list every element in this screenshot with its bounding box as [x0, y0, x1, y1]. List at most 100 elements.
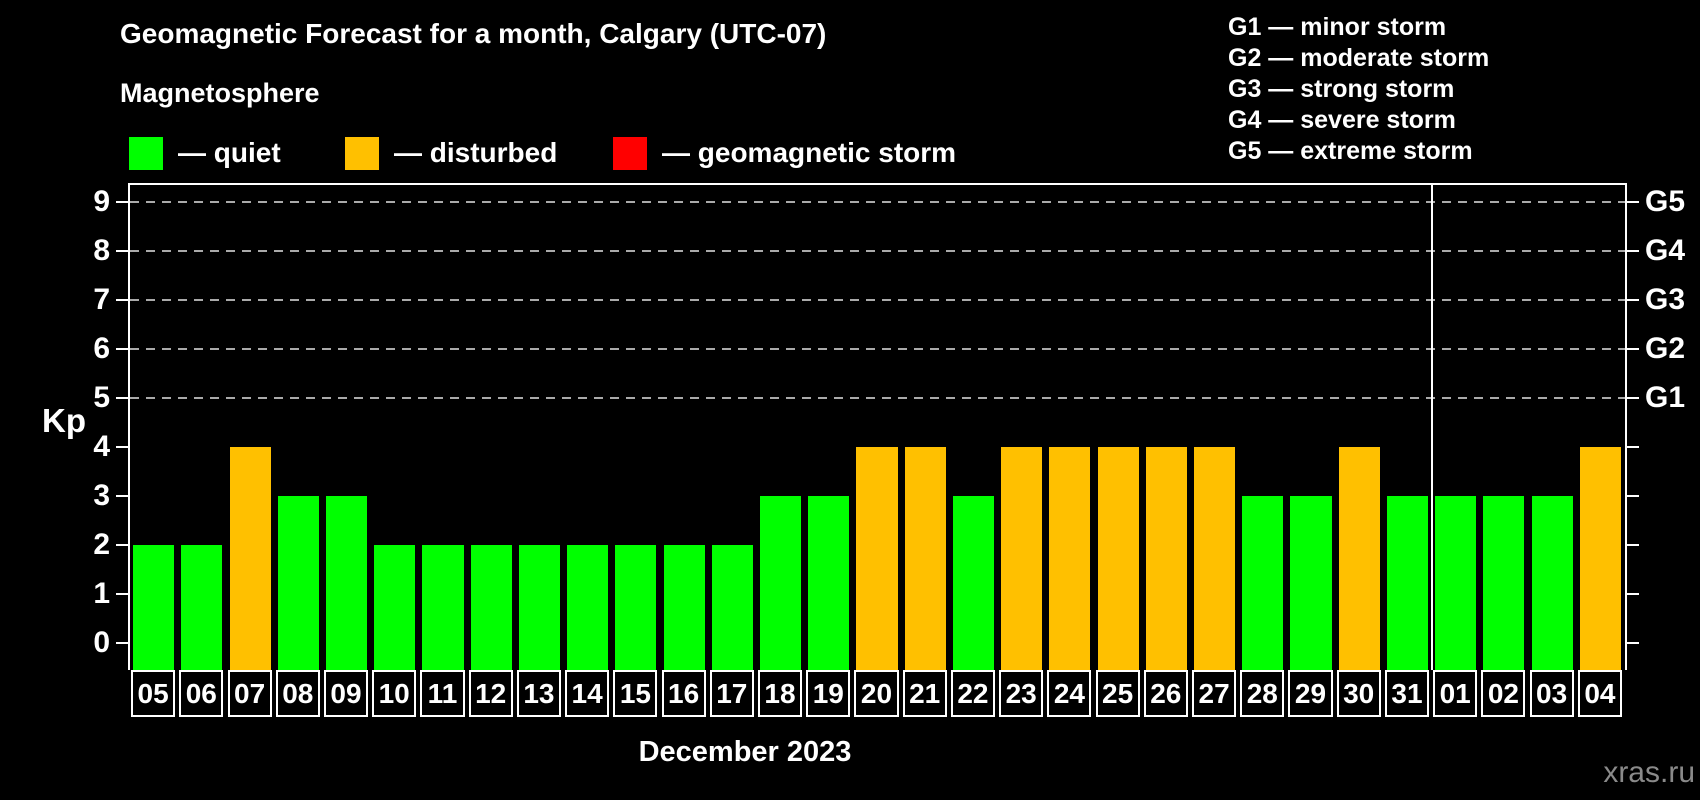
kp-bar [952, 496, 994, 670]
legend-item-storm: — geomagnetic storm [613, 136, 956, 170]
month-caption: December 2023 [638, 736, 852, 768]
date-cell: 20 [854, 670, 899, 717]
kp-bar [518, 545, 560, 670]
kp-tick-label: 5 [93, 381, 110, 414]
kp-bar [663, 545, 705, 670]
date-cell: 01 [1433, 670, 1478, 717]
kp-axis-tick [116, 446, 128, 448]
kp-gridline [130, 397, 1625, 399]
date-cell: 16 [661, 670, 706, 717]
kp-axis-tick [116, 544, 128, 546]
kp-tick-label: 1 [93, 577, 110, 610]
kp-gridline [130, 299, 1625, 301]
kp-axis-tick [116, 593, 128, 595]
kp-bar [1531, 496, 1573, 670]
kp-bar [759, 496, 802, 670]
magnetosphere-legend: — quiet — disturbed — geomagnetic storm [0, 136, 1700, 170]
date-cell: 08 [275, 670, 320, 717]
kp-bar [181, 545, 223, 670]
date-cell: 22 [950, 670, 995, 717]
kp-tick-label: 2 [93, 528, 110, 561]
kp-bar [1001, 447, 1043, 670]
kp-bar [615, 545, 657, 670]
legend-label: — quiet [178, 137, 281, 168]
month-separator-line [1431, 185, 1434, 670]
date-cell: 29 [1288, 670, 1333, 717]
date-cell: 26 [1143, 670, 1188, 717]
date-cell: 24 [1047, 670, 1092, 717]
magnetosphere-subtitle: Magnetosphere [120, 78, 320, 108]
kp-bar [904, 447, 946, 670]
date-cell: 03 [1529, 670, 1574, 717]
kp-bar [1435, 496, 1477, 670]
kp-axis-tick [116, 201, 128, 203]
kp-bar [1579, 447, 1621, 670]
chart-title: Geomagnetic Forecast for a month, Calgar… [120, 18, 827, 49]
date-cell: 27 [1192, 670, 1237, 717]
storm-scale-line: G5 — extreme storm [1228, 137, 1473, 165]
kp-axis-tick [116, 299, 128, 301]
date-cell: 10 [372, 670, 417, 717]
kp-bar [1049, 447, 1091, 670]
date-cell: 07 [227, 670, 272, 717]
kp-bar [1290, 496, 1332, 670]
kp-axis-tick [116, 397, 128, 399]
date-cell: 28 [1240, 670, 1285, 717]
date-cell: 23 [999, 670, 1044, 717]
kp-tick-label: 7 [93, 283, 110, 316]
date-cell: 11 [420, 670, 465, 717]
kp-bar [374, 545, 416, 670]
legend-swatch-quiet [129, 136, 163, 170]
g-scale-label: G4 [1645, 234, 1686, 267]
kp-tick-label: 6 [93, 332, 110, 365]
legend-label: — disturbed [394, 137, 558, 168]
kp-bar [133, 545, 175, 670]
date-cell: 25 [1095, 670, 1140, 717]
kp-tick-label: 0 [93, 626, 110, 659]
storm-scale-line: G2 — moderate storm [1228, 44, 1490, 72]
legend-label: — geomagnetic storm [662, 137, 957, 168]
g-axis-tick [1627, 250, 1639, 252]
legend-item-quiet: — quiet [129, 136, 281, 170]
kp-tick-label: 8 [93, 234, 110, 267]
kp-axis-tick [116, 250, 128, 252]
g-axis-tick [1627, 446, 1639, 448]
kp-bar [325, 496, 368, 670]
date-cell: 04 [1577, 670, 1622, 717]
kp-bar [808, 496, 850, 670]
g-axis-tick [1627, 201, 1639, 203]
kp-tick-label: 4 [93, 430, 110, 463]
date-cell: 06 [179, 670, 224, 717]
g-scale-label: G2 [1645, 332, 1686, 365]
watermark: xras.ru [1603, 756, 1695, 789]
g-axis-tick [1627, 495, 1639, 497]
kp-bar [1097, 447, 1139, 670]
storm-scale-line: G1 — minor storm [1228, 13, 1447, 41]
storm-scale-legend: G1 — minor storm G2 — moderate storm G3 — … [1228, 12, 1489, 167]
kp-axis-label: Kp [42, 402, 86, 439]
date-cell: 19 [806, 670, 851, 717]
legend-swatch-storm [613, 136, 647, 170]
date-cell: 13 [516, 670, 561, 717]
date-cell: 21 [902, 670, 947, 717]
g-scale-label: G5 [1645, 185, 1686, 218]
kp-bar [1145, 447, 1187, 670]
date-cell: 12 [468, 670, 513, 717]
g-axis-tick [1627, 642, 1639, 644]
kp-bar [1242, 496, 1284, 670]
kp-gridline [130, 348, 1625, 350]
g-axis-tick [1627, 397, 1639, 399]
g-axis-tick [1627, 593, 1639, 595]
g-axis-tick [1627, 544, 1639, 546]
kp-axis-tick [116, 642, 128, 644]
kp-bar [856, 447, 898, 670]
kp-bar [422, 545, 464, 670]
kp-bar [1338, 447, 1380, 670]
g-axis-tick [1627, 299, 1639, 301]
g-axis-tick [1627, 348, 1639, 350]
legend-swatch-disturbed [345, 136, 379, 170]
date-cell: 05 [131, 670, 176, 717]
date-cell: 31 [1384, 670, 1430, 717]
